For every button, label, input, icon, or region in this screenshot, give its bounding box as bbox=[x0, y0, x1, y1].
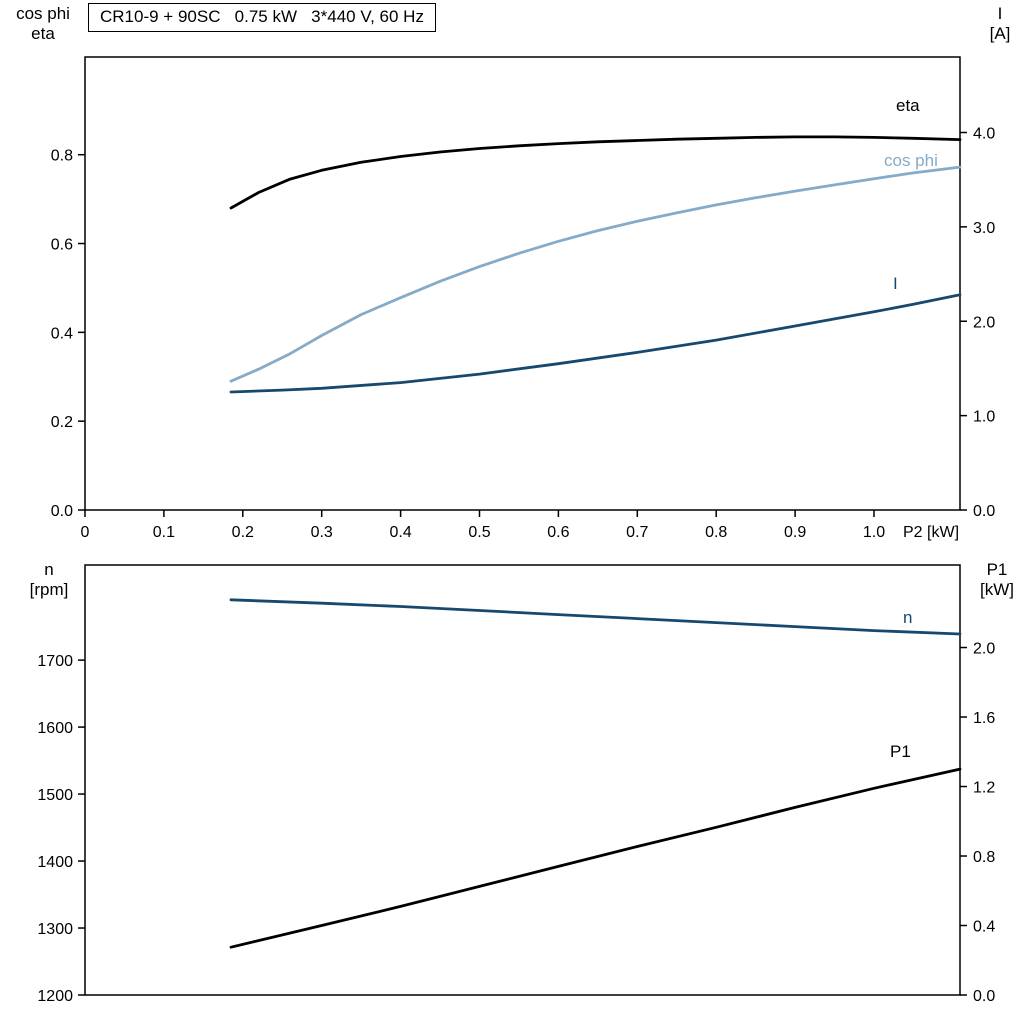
left-axis-tick-label: 1200 bbox=[37, 988, 73, 1005]
right-axis-tick-label: 1.6 bbox=[973, 710, 995, 727]
bottom-left-axis-title: n [rpm] bbox=[16, 560, 82, 600]
left-axis-tick-label: 0.0 bbox=[51, 503, 73, 520]
right-axis-tick-label: 4.0 bbox=[973, 126, 995, 143]
x-axis-tick-label: 0.4 bbox=[389, 524, 411, 541]
eta-curve-label: eta bbox=[896, 96, 920, 115]
left-axis-title-speed-unit: [rpm] bbox=[29, 580, 69, 599]
x-axis-unit-label: P2 [kW] bbox=[903, 524, 959, 541]
cos-phi-curve-label: cos phi bbox=[884, 151, 938, 170]
cos-phi-curve bbox=[229, 165, 962, 383]
right-axis-title-current-unit: [A] bbox=[989, 24, 1011, 43]
chart-title-box: CR10-9 + 90SC 0.75 kW 3*440 V, 60 Hz bbox=[88, 3, 436, 32]
x-axis-tick-label: 0.1 bbox=[153, 524, 175, 541]
current-curve-label: I bbox=[893, 274, 898, 293]
left-axis-title-eta: eta bbox=[31, 24, 55, 43]
right-axis-title-p1-unit: [kW] bbox=[980, 580, 1014, 599]
left-axis-tick-label: 0.6 bbox=[51, 237, 73, 254]
right-axis-tick-label: 2.0 bbox=[973, 641, 995, 658]
top-right-axis-title: I [A] bbox=[978, 4, 1022, 44]
left-axis-tick-label: 0.4 bbox=[51, 325, 73, 342]
right-axis-title-p1: P1 bbox=[986, 560, 1008, 579]
x-axis-tick-label: 0.8 bbox=[705, 524, 727, 541]
x-axis-tick-label: 0.2 bbox=[232, 524, 254, 541]
left-axis-tick-label: 1500 bbox=[37, 787, 73, 804]
right-axis-tick-label: 0.0 bbox=[973, 503, 995, 520]
x-axis-tick-label: 0.9 bbox=[784, 524, 806, 541]
x-axis-tick-label: 0 bbox=[81, 524, 90, 541]
left-axis-tick-label: 1300 bbox=[37, 921, 73, 938]
top-left-axis-title: cos phi eta bbox=[4, 4, 82, 44]
right-axis-tick-label: 0.4 bbox=[973, 919, 995, 936]
speed-curve bbox=[229, 598, 962, 636]
right-axis-tick-label: 2.0 bbox=[973, 314, 995, 331]
left-axis-title-speed: n bbox=[44, 560, 54, 579]
right-axis-tick-label: 1.0 bbox=[973, 409, 995, 426]
x-axis-tick-label: 0.6 bbox=[547, 524, 569, 541]
current-curve bbox=[229, 293, 962, 394]
left-axis-tick-label: 0.2 bbox=[51, 414, 73, 431]
x-axis-tick-label: 0.5 bbox=[468, 524, 490, 541]
speed-curve-label: n bbox=[903, 608, 912, 627]
bottom-right-axis-title: P1 [kW] bbox=[972, 560, 1022, 600]
p1-curve-label: P1 bbox=[890, 742, 911, 761]
motor-curves-bottom-plot-frame bbox=[84, 564, 961, 996]
p1-curve bbox=[229, 767, 962, 949]
left-axis-title-cos-phi: cos phi bbox=[16, 4, 70, 23]
right-axis-title-current: I bbox=[997, 4, 1003, 23]
left-axis-tick-label: 1700 bbox=[37, 653, 73, 670]
x-axis-tick-label: 1.0 bbox=[863, 524, 885, 541]
left-axis-tick-label: 1600 bbox=[37, 720, 73, 737]
right-axis-tick-label: 0.0 bbox=[973, 988, 995, 1005]
eta-curve bbox=[229, 135, 962, 210]
x-axis-tick-label: 0.7 bbox=[626, 524, 648, 541]
motor-curves-top-plot-frame bbox=[84, 56, 961, 511]
right-axis-tick-label: 0.8 bbox=[973, 849, 995, 866]
right-axis-tick-label: 1.2 bbox=[973, 780, 995, 797]
left-axis-tick-label: 1400 bbox=[37, 854, 73, 871]
left-axis-tick-label: 0.8 bbox=[51, 148, 73, 165]
x-axis-tick-label: 0.3 bbox=[311, 524, 333, 541]
right-axis-tick-label: 3.0 bbox=[973, 220, 995, 237]
